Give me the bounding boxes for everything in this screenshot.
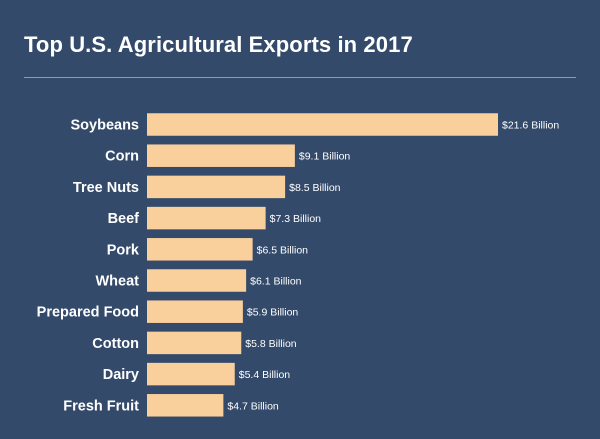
bar-pork [147, 238, 253, 261]
bar-soybeans [147, 113, 498, 136]
category-label: Tree Nuts [73, 180, 139, 196]
bar-corn [147, 144, 295, 167]
value-label: $5.4 Billion [239, 369, 291, 381]
bar-dairy [147, 362, 235, 386]
category-label: Corn [105, 149, 139, 165]
category-label: Wheat [96, 274, 140, 290]
category-label: Pork [107, 242, 140, 258]
value-label: $6.5 Billion [257, 244, 309, 256]
chart-title: Top U.S. Agricultural Exports in 2017 [24, 32, 413, 57]
value-label: $8.5 Billion [289, 182, 341, 194]
bar-fresh-fruit [147, 394, 224, 417]
bar-prepared-food [147, 300, 243, 323]
category-label: Cotton [92, 336, 139, 352]
value-label: $4.7 Billion [227, 400, 279, 412]
category-label: Soybeans [71, 118, 140, 134]
bar-cotton [147, 331, 242, 355]
bar-beef [147, 206, 266, 230]
bar-wheat [147, 269, 247, 292]
value-label: $21.6 Billion [502, 120, 559, 132]
value-label: $9.1 Billion [299, 151, 351, 163]
category-label: Dairy [103, 367, 139, 383]
title-divider [24, 77, 576, 78]
bar-tree-nuts [147, 175, 286, 199]
value-label: $6.1 Billion [250, 276, 302, 288]
value-label: $5.8 Billion [245, 338, 297, 350]
category-label: Fresh Fruit [63, 398, 139, 414]
category-label: Prepared Food [37, 305, 139, 321]
value-label: $5.9 Billion [247, 307, 299, 319]
value-label: $7.3 Billion [270, 213, 322, 225]
category-label: Beef [108, 211, 140, 227]
